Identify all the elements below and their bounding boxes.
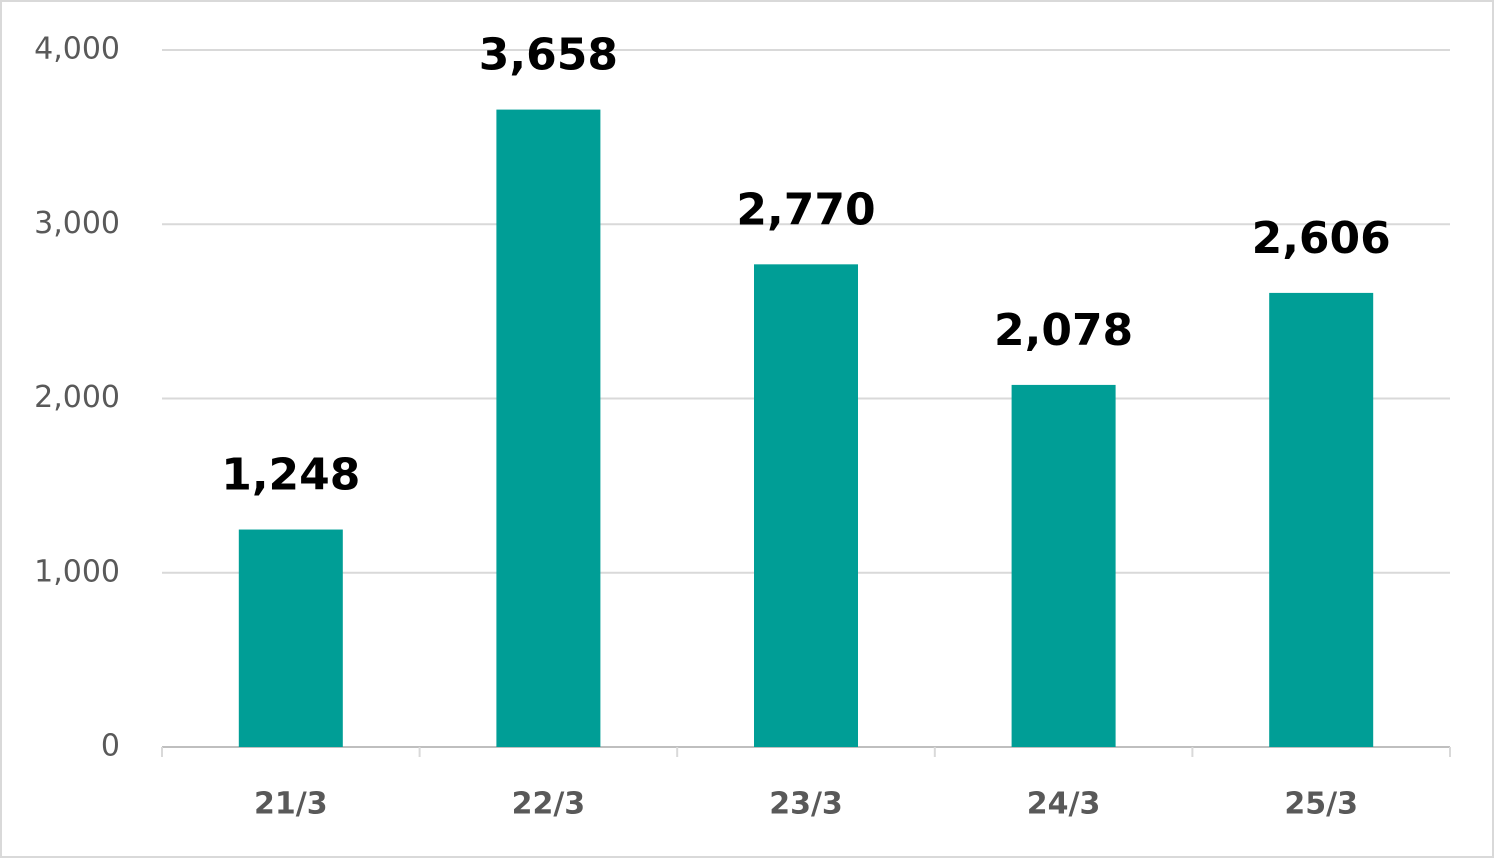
x-tick-label: 21/3 xyxy=(254,787,328,822)
x-tick-label: 25/3 xyxy=(1284,787,1358,822)
x-tick-label: 24/3 xyxy=(1027,787,1101,822)
y-tick-label: 0 xyxy=(101,729,120,764)
bar xyxy=(1011,384,1116,747)
y-tick-label: 2,000 xyxy=(34,380,120,415)
y-tick-label: 3,000 xyxy=(34,206,120,241)
value-label: 2,606 xyxy=(1252,213,1391,264)
value-label: 2,078 xyxy=(994,305,1133,356)
x-tick-label: 22/3 xyxy=(512,787,586,822)
bar xyxy=(754,264,858,747)
x-tick-label: 23/3 xyxy=(769,787,843,822)
y-tick-label: 4,000 xyxy=(34,32,120,67)
bar xyxy=(238,529,343,747)
bar xyxy=(496,109,601,747)
y-tick-label: 1,000 xyxy=(34,554,120,589)
bar xyxy=(1269,292,1374,747)
value-label: 3,658 xyxy=(479,30,618,81)
value-label: 2,770 xyxy=(736,184,875,235)
value-label: 1,248 xyxy=(221,450,360,501)
